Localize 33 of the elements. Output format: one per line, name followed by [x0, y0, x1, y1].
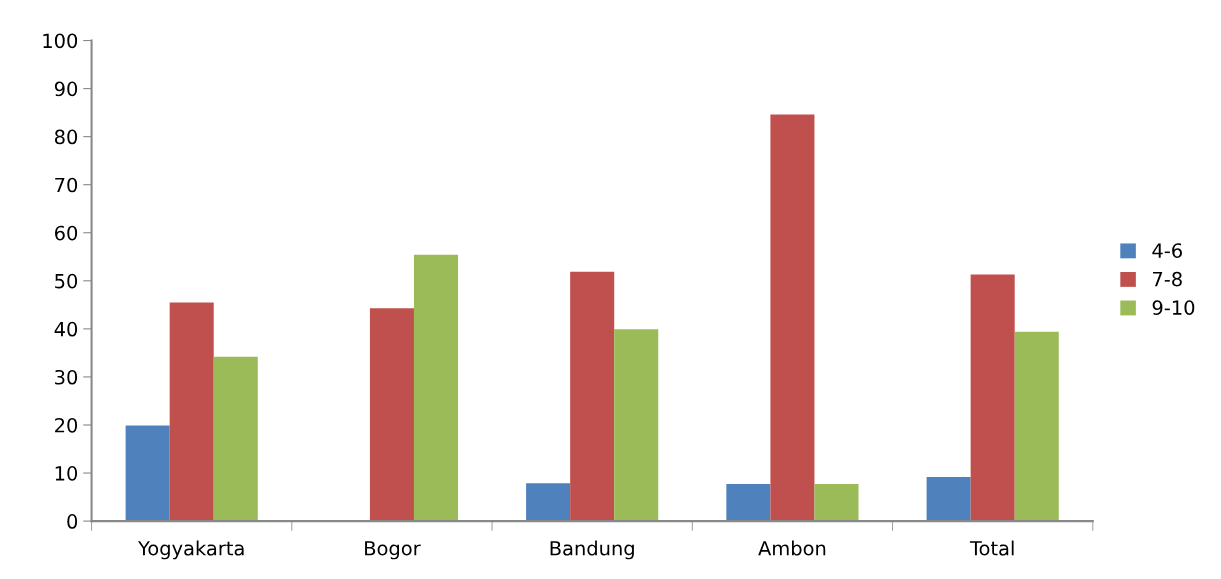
x-tick-label: Bogor [365, 541, 421, 560]
y-tick-label: 90 [54, 81, 78, 97]
bar [213, 356, 258, 522]
x-tick-label: Yogyakarta [137, 540, 244, 560]
y-tick-label: 70 [55, 177, 78, 193]
bar [526, 483, 571, 522]
bar [169, 302, 214, 522]
bar [413, 254, 459, 522]
bar [1014, 331, 1059, 522]
bar [970, 274, 1015, 522]
bar [726, 484, 771, 522]
bar [926, 476, 971, 522]
y-tick-label: 100 [43, 33, 78, 49]
legend-label: 4-6 [1152, 243, 1182, 258]
x-tick-label: Bandung [550, 540, 634, 560]
y-tick-label: 80 [54, 129, 78, 145]
bar [814, 484, 859, 522]
bar [570, 271, 615, 522]
y-tick-label: 0 [67, 514, 78, 529]
bar [125, 425, 170, 522]
y-tick-label: 10 [55, 466, 78, 481]
legend-label: 7-8 [1153, 271, 1182, 287]
y-tick-label: 50 [55, 273, 78, 289]
x-tick-label: Total [969, 540, 1014, 556]
legend-label: 9-10 [1152, 300, 1195, 315]
bar [369, 308, 414, 522]
y-tick-label: 30 [55, 369, 78, 385]
y-tick-label: 60 [55, 225, 78, 241]
bar [614, 329, 659, 522]
x-tick-label: Ambon [758, 540, 826, 556]
bar [770, 114, 815, 522]
y-tick-label: 40 [54, 321, 78, 337]
y-tick-label: 20 [55, 417, 78, 433]
